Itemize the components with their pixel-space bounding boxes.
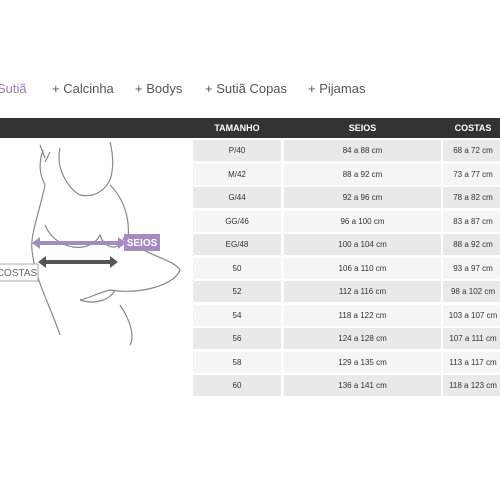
table-cell: 73 a 77 cm	[443, 163, 500, 185]
table-cell: 92 a 96 cm	[284, 187, 441, 208]
table-cell: G/44	[193, 187, 281, 208]
table-header-bar	[0, 118, 500, 138]
table-cell: 98 a 102 cm	[443, 281, 500, 302]
table-cell: 112 a 116 cm	[284, 281, 441, 302]
table-cell: 129 a 135 cm	[284, 351, 441, 373]
table-cell: 136 a 141 cm	[284, 375, 441, 396]
table-cell: P/40	[193, 140, 281, 161]
table-cell: 88 a 92 cm	[284, 163, 441, 185]
table-cell: 93 a 97 cm	[443, 257, 500, 279]
back-arrow-heads	[38, 256, 118, 268]
table-cell: 68 a 72 cm	[443, 140, 500, 161]
column-header: COSTAS	[454, 123, 492, 133]
body-outline	[31, 141, 181, 346]
table-cell: 52	[193, 281, 281, 302]
tab[interactable]: + Sutiã Copas	[205, 81, 288, 96]
back-label-box	[0, 263, 39, 282]
chest-label: SEIOS	[127, 238, 158, 249]
tab[interactable]: + Calcinha	[52, 81, 114, 96]
table-cell: 83 a 87 cm	[443, 210, 500, 232]
table-cell: 88 a 92 cm	[443, 234, 500, 255]
column-header: SEIOS	[348, 123, 377, 133]
chest-label-box	[124, 234, 160, 251]
table-cell: 118 a 122 cm	[284, 304, 441, 326]
table-cell: 107 a 111 cm	[443, 328, 500, 349]
table-cell: 60	[193, 375, 281, 396]
back-label: COSTAS	[0, 268, 38, 279]
table-cell: 84 a 88 cm	[284, 140, 441, 161]
table-cell: 96 a 100 cm	[284, 210, 441, 232]
table-cell: M/42	[193, 163, 281, 185]
table-cell: 106 a 110 cm	[284, 257, 441, 279]
table-cell: 113 a 117 cm	[443, 351, 500, 373]
table-cell: 124 a 128 cm	[284, 328, 441, 349]
table-cell: EG/48	[193, 234, 281, 255]
table-cell: 56	[193, 328, 281, 349]
body-illustration: SEIOS COSTAS	[0, 141, 181, 346]
table-cell: 58	[193, 351, 281, 373]
tab[interactable]: + Bodys	[135, 81, 183, 96]
table-cell: 100 a 104 cm	[284, 234, 441, 255]
table-cell: GG/46	[193, 210, 281, 232]
table-cell: 54	[193, 304, 281, 326]
tab[interactable]: Sutiã	[0, 81, 27, 96]
column-header: TAMANHO	[214, 123, 260, 133]
table-cell: 78 a 82 cm	[443, 187, 500, 208]
tab[interactable]: + Pijamas	[308, 81, 366, 96]
table-cell: 50	[193, 257, 281, 279]
table-cell: 118 a 123 cm	[443, 375, 500, 396]
table-cell: 103 a 107 cm	[443, 304, 500, 326]
